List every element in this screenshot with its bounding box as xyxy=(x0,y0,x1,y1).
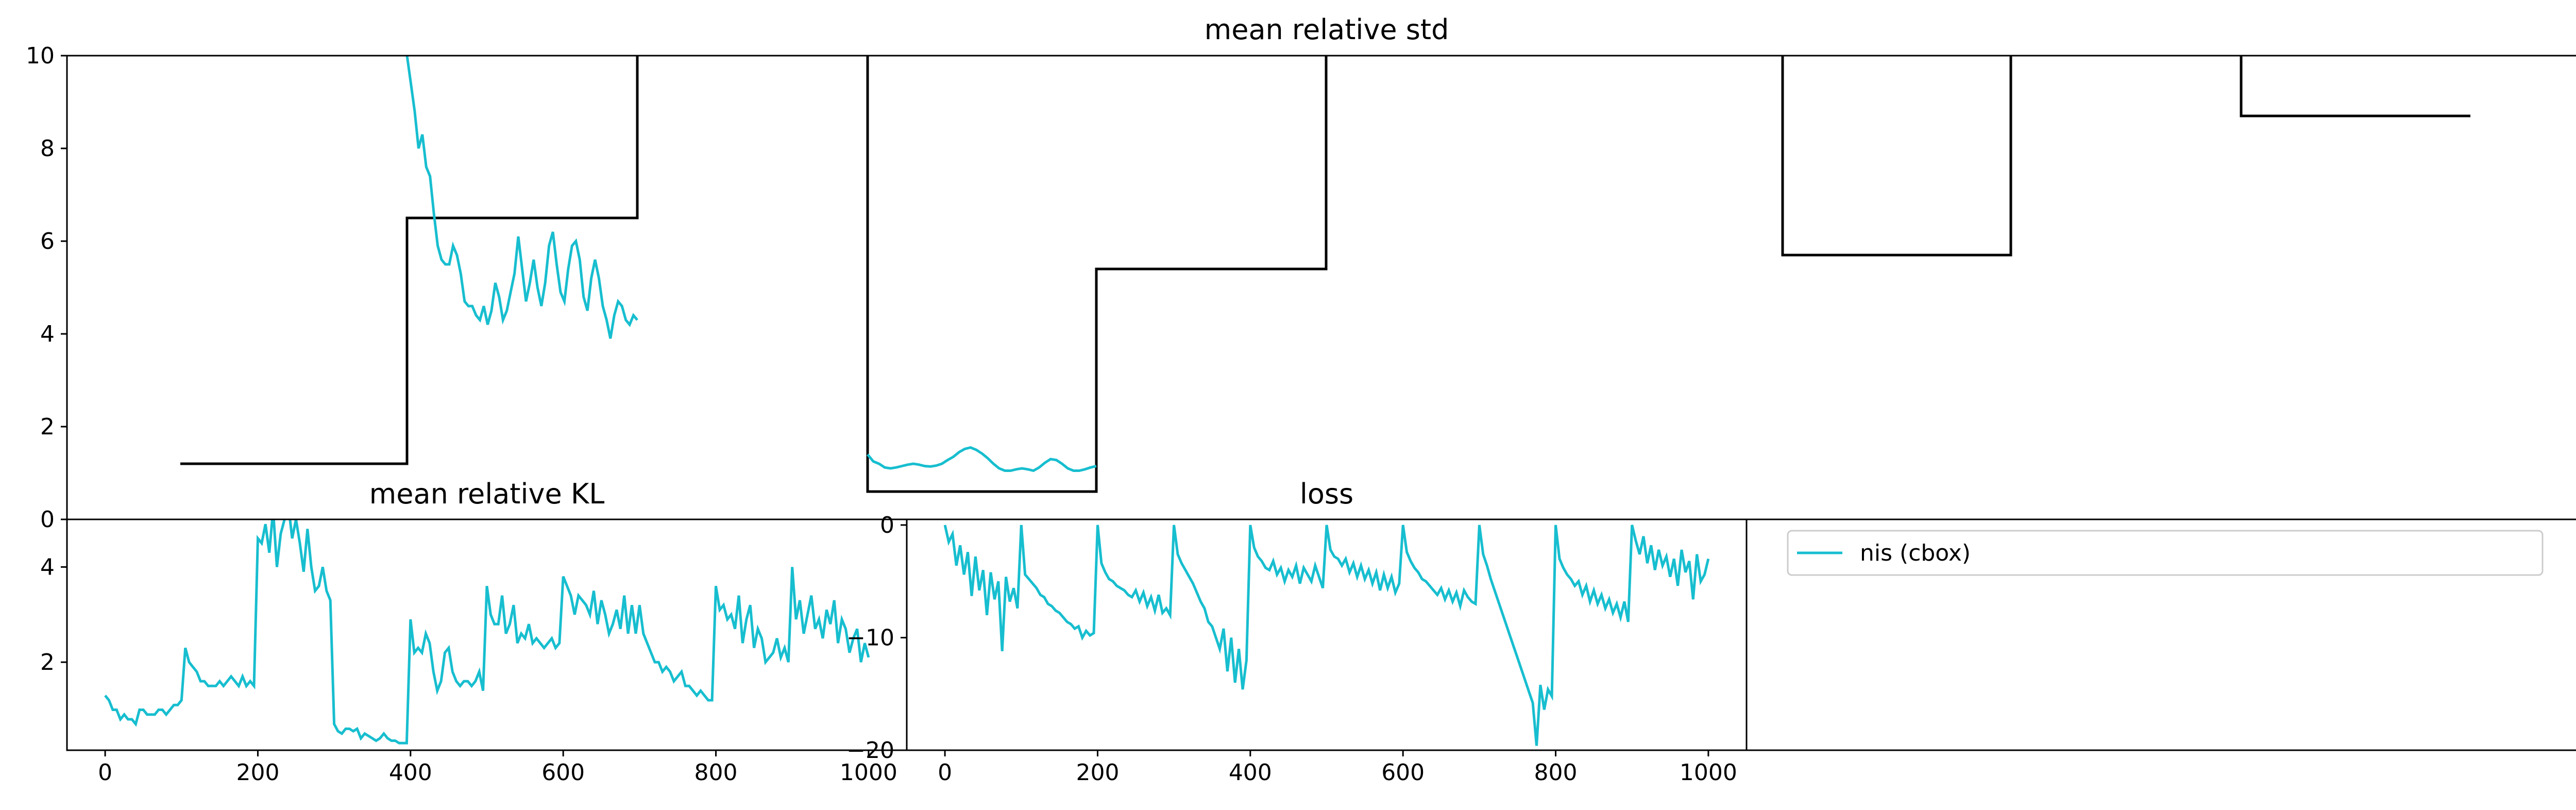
kl-y-tick-label: 4 xyxy=(40,554,55,580)
kl-axes: mean relative KL 24 0 200 400 600 800 1000 xyxy=(40,478,908,786)
kl-axes-title: mean relative KL xyxy=(369,478,605,510)
top-y-tick-label: 10 xyxy=(26,43,55,69)
kl-x-tick-label: 400 xyxy=(389,760,432,786)
loss-y-tick-label: −20 xyxy=(846,737,894,764)
top-y-ticks: 0 2 4 6 8 10 xyxy=(26,43,67,533)
top-y-tick-label: 4 xyxy=(40,321,55,347)
legend-axes: nis (cbox) xyxy=(1745,518,2576,751)
kl-x-tick-label: 800 xyxy=(694,760,738,786)
loss-x-tick-label: 400 xyxy=(1229,760,1272,786)
top-series-segment-1 xyxy=(405,56,638,339)
loss-series-layer xyxy=(943,525,1710,746)
kl-x-tick-label: 1000 xyxy=(840,760,897,786)
legend: nis (cbox) xyxy=(1787,530,2544,576)
loss-x-tick-label: 200 xyxy=(1076,760,1119,786)
loss-series-line xyxy=(943,525,1710,746)
loss-x-tick-label: 1000 xyxy=(1680,760,1737,786)
loss-axes-background xyxy=(907,519,1747,750)
top-series-segment-2 xyxy=(867,446,1097,472)
kl-x-ticks: 0 200 400 600 800 1000 xyxy=(98,750,897,786)
loss-axes-title: loss xyxy=(1300,478,1353,510)
kl-x-tick-label: 0 xyxy=(98,760,112,786)
loss-x-ticks: 0 200 400 600 800 1000 xyxy=(938,750,1737,786)
top-y-tick-label: 6 xyxy=(40,228,55,255)
kl-x-tick-label: 600 xyxy=(541,760,585,786)
top-y-tick-label: 8 xyxy=(40,136,55,162)
loss-x-tick-label: 800 xyxy=(1534,760,1578,786)
top-series-layer xyxy=(180,56,2470,493)
loss-y-tick-label: −10 xyxy=(846,625,894,651)
top-axes-title: mean relative std xyxy=(1205,13,1449,46)
kl-y-tick-label: 2 xyxy=(40,649,55,676)
top-step-line xyxy=(180,56,2470,493)
legend-box xyxy=(1787,530,2544,576)
kl-series-layer xyxy=(104,519,870,745)
loss-y-ticks: 0 −10 −20 xyxy=(846,512,907,764)
loss-x-tick-label: 0 xyxy=(938,760,952,786)
top-y-tick-label: 2 xyxy=(40,414,55,440)
loss-y-tick-label: 0 xyxy=(880,512,894,538)
kl-x-tick-label: 200 xyxy=(236,760,279,786)
loss-axes: loss 0 −10 −20 0 200 400 600 800 1000 xyxy=(846,478,1748,786)
loss-x-tick-label: 600 xyxy=(1381,760,1425,786)
kl-series-line xyxy=(104,519,870,745)
top-y-tick-label: 0 xyxy=(40,507,55,533)
top-axes: mean relative std 0 2 4 6 8 10 xyxy=(26,13,2576,533)
legend-label: nis (cbox) xyxy=(1860,540,1971,566)
kl-y-ticks: 24 xyxy=(40,554,67,676)
kl-axes-background xyxy=(67,519,907,750)
